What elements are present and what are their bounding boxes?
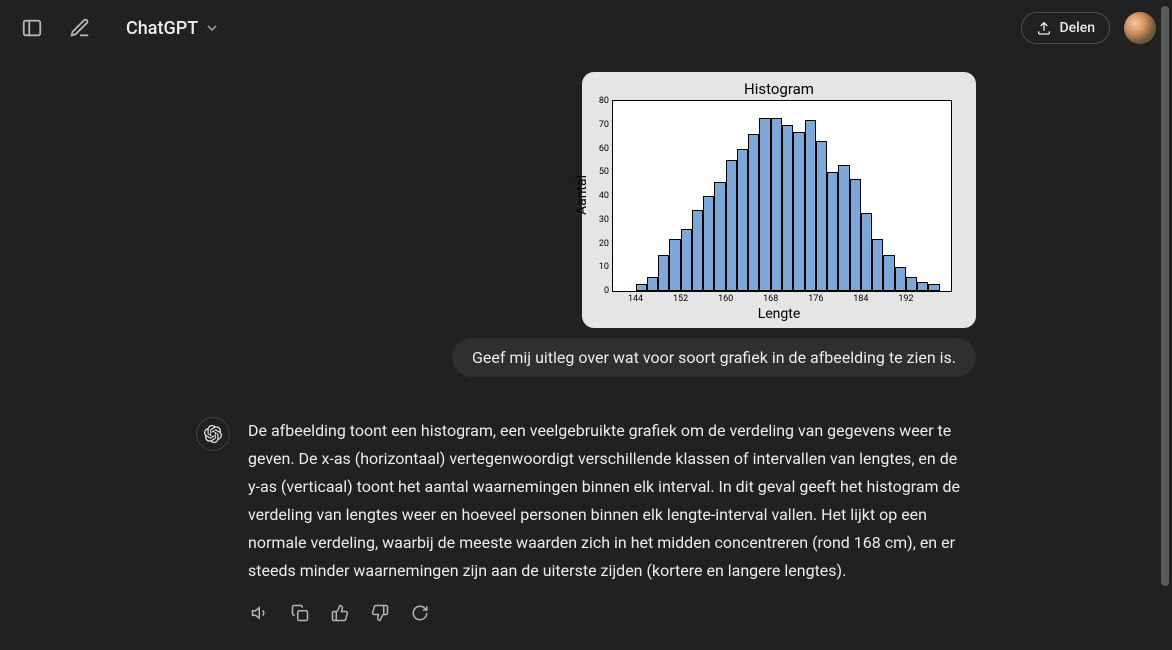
- chart-bar: [681, 229, 692, 291]
- chart-bar: [838, 165, 849, 291]
- model-name: ChatGPT: [126, 18, 198, 39]
- chart-ytick: 30: [591, 215, 609, 225]
- sidebar-toggle-icon[interactable]: [16, 12, 48, 44]
- assistant-actions: [246, 599, 976, 627]
- chart-bar: [703, 196, 714, 291]
- assistant-avatar: [196, 417, 230, 451]
- chart-ytick: 10: [591, 262, 609, 272]
- scrollbar-thumb[interactable]: [1161, 6, 1169, 586]
- copy-button[interactable]: [286, 599, 314, 627]
- chart-bar: [669, 239, 680, 291]
- chart-bar: [793, 132, 804, 291]
- chart-ytick: 50: [591, 167, 609, 177]
- chart-xtick: 168: [763, 294, 778, 304]
- thumbs-up-button[interactable]: [326, 599, 354, 627]
- chart-bar: [748, 134, 759, 291]
- user-message-bubble: Geef mij uitleg over wat voor soort graf…: [452, 338, 976, 377]
- chart-bar: [658, 255, 669, 291]
- user-message-text: Geef mij uitleg over wat voor soort graf…: [472, 348, 956, 367]
- chart-ytick: 60: [591, 144, 609, 154]
- chart-bar: [771, 118, 782, 291]
- share-label: Delen: [1060, 20, 1096, 36]
- chart-bar: [647, 277, 658, 291]
- chart-plot-area: 01020304050607080144152160168176184192: [612, 100, 952, 292]
- chart-ytick: 0: [591, 286, 609, 296]
- chart-xtick: 144: [628, 294, 643, 304]
- chart-ytick: 70: [591, 120, 609, 130]
- chart-bar: [928, 284, 939, 291]
- chart-bar: [872, 239, 883, 291]
- chart-bar: [692, 210, 703, 291]
- chart-bar: [917, 282, 928, 292]
- chart-bar: [816, 141, 827, 291]
- model-selector[interactable]: ChatGPT: [116, 12, 230, 45]
- chart-bar: [636, 284, 647, 291]
- new-chat-icon[interactable]: [64, 12, 96, 44]
- chart-xtick: 160: [718, 294, 733, 304]
- chart-bar: [805, 120, 816, 291]
- chart-xtick: 152: [673, 294, 688, 304]
- scrollbar[interactable]: [1160, 0, 1170, 650]
- conversation-scroll: Histogram Aantal 01020304050607080144152…: [0, 56, 1172, 650]
- chart-bar: [827, 172, 838, 291]
- chart-bar: [726, 160, 737, 291]
- upload-icon: [1036, 20, 1052, 36]
- chart-bar: [861, 213, 872, 291]
- share-button[interactable]: Delen: [1021, 12, 1111, 44]
- chart-xtick: 184: [853, 294, 868, 304]
- chart-bar: [883, 255, 894, 291]
- assistant-message-text: De afbeelding toont een histogram, een v…: [248, 417, 968, 585]
- chart-ytick: 40: [591, 191, 609, 201]
- conversation-thread: Histogram Aantal 01020304050607080144152…: [172, 56, 1000, 627]
- top-bar: ChatGPT Delen: [0, 0, 1172, 56]
- read-aloud-button[interactable]: [246, 599, 274, 627]
- chart-bar: [782, 125, 793, 291]
- chart-title: Histogram: [590, 80, 968, 98]
- user-attachment-chart: Histogram Aantal 01020304050607080144152…: [582, 72, 976, 328]
- chart-bar: [895, 267, 906, 291]
- chart-xtick: 176: [808, 294, 823, 304]
- chart-bar: [759, 118, 770, 291]
- chevron-down-icon: [204, 20, 220, 36]
- chart-xtick: 192: [898, 294, 913, 304]
- user-message-block: Histogram Aantal 01020304050607080144152…: [196, 72, 976, 377]
- chart-bar: [714, 182, 725, 291]
- chart-bar: [737, 149, 748, 292]
- chart-ytick: 20: [591, 239, 609, 249]
- assistant-message-row: De afbeelding toont een histogram, een v…: [196, 417, 976, 585]
- openai-logo-icon: [204, 425, 222, 443]
- chart-ylabel: Aantal: [574, 175, 590, 215]
- thumbs-down-button[interactable]: [366, 599, 394, 627]
- regenerate-button[interactable]: [406, 599, 434, 627]
- chart-bar: [906, 277, 917, 291]
- user-avatar[interactable]: [1124, 12, 1156, 44]
- topbar-left: ChatGPT: [16, 12, 230, 45]
- chart-ytick: 80: [591, 96, 609, 106]
- chart-xlabel: Lengte: [590, 306, 968, 322]
- chart-bar: [850, 179, 861, 291]
